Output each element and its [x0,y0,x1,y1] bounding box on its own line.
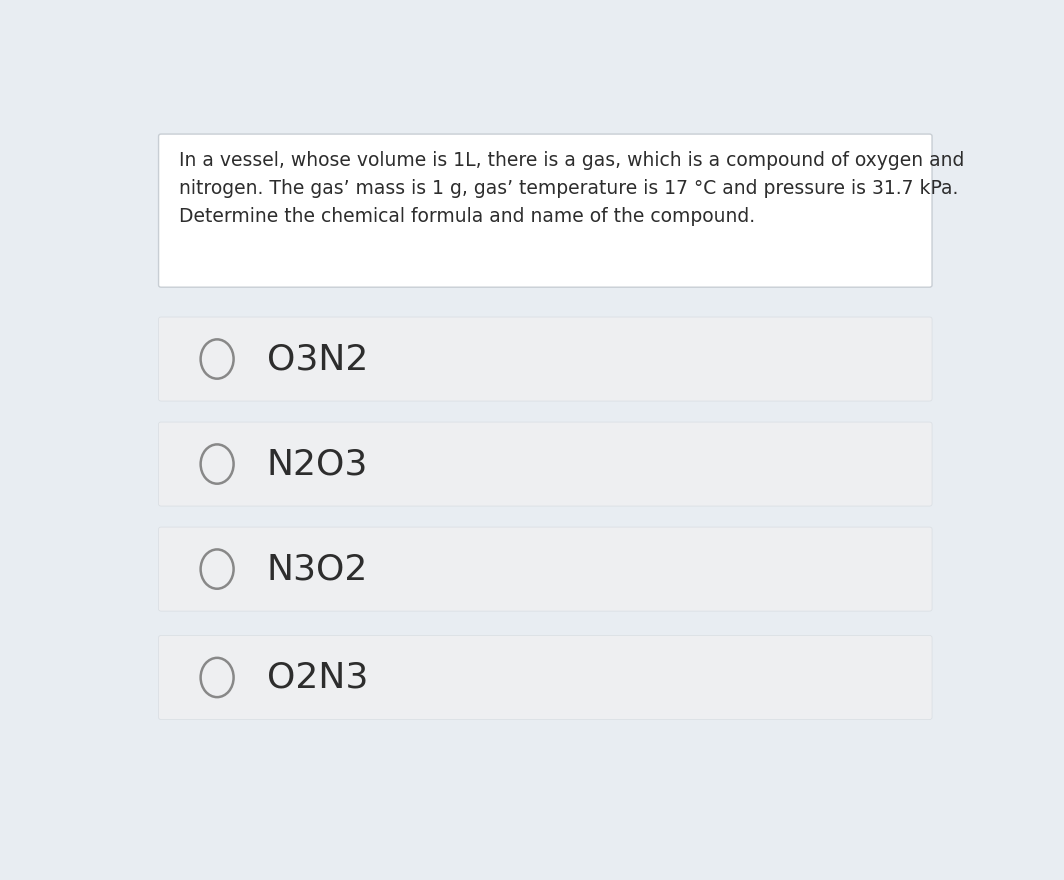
Ellipse shape [201,658,234,697]
FancyBboxPatch shape [159,317,932,401]
FancyBboxPatch shape [159,635,932,720]
FancyBboxPatch shape [159,134,932,287]
Text: O2N3: O2N3 [267,661,368,694]
Ellipse shape [201,549,234,589]
FancyBboxPatch shape [159,422,932,506]
Text: N3O2: N3O2 [267,552,368,586]
Text: In a vessel, whose volume is 1L, there is a gas, which is a compound of oxygen a: In a vessel, whose volume is 1L, there i… [179,151,965,226]
Ellipse shape [201,340,234,378]
Ellipse shape [201,444,234,484]
FancyBboxPatch shape [159,527,932,611]
Text: O3N2: O3N2 [267,342,368,376]
Text: N2O3: N2O3 [267,447,368,481]
